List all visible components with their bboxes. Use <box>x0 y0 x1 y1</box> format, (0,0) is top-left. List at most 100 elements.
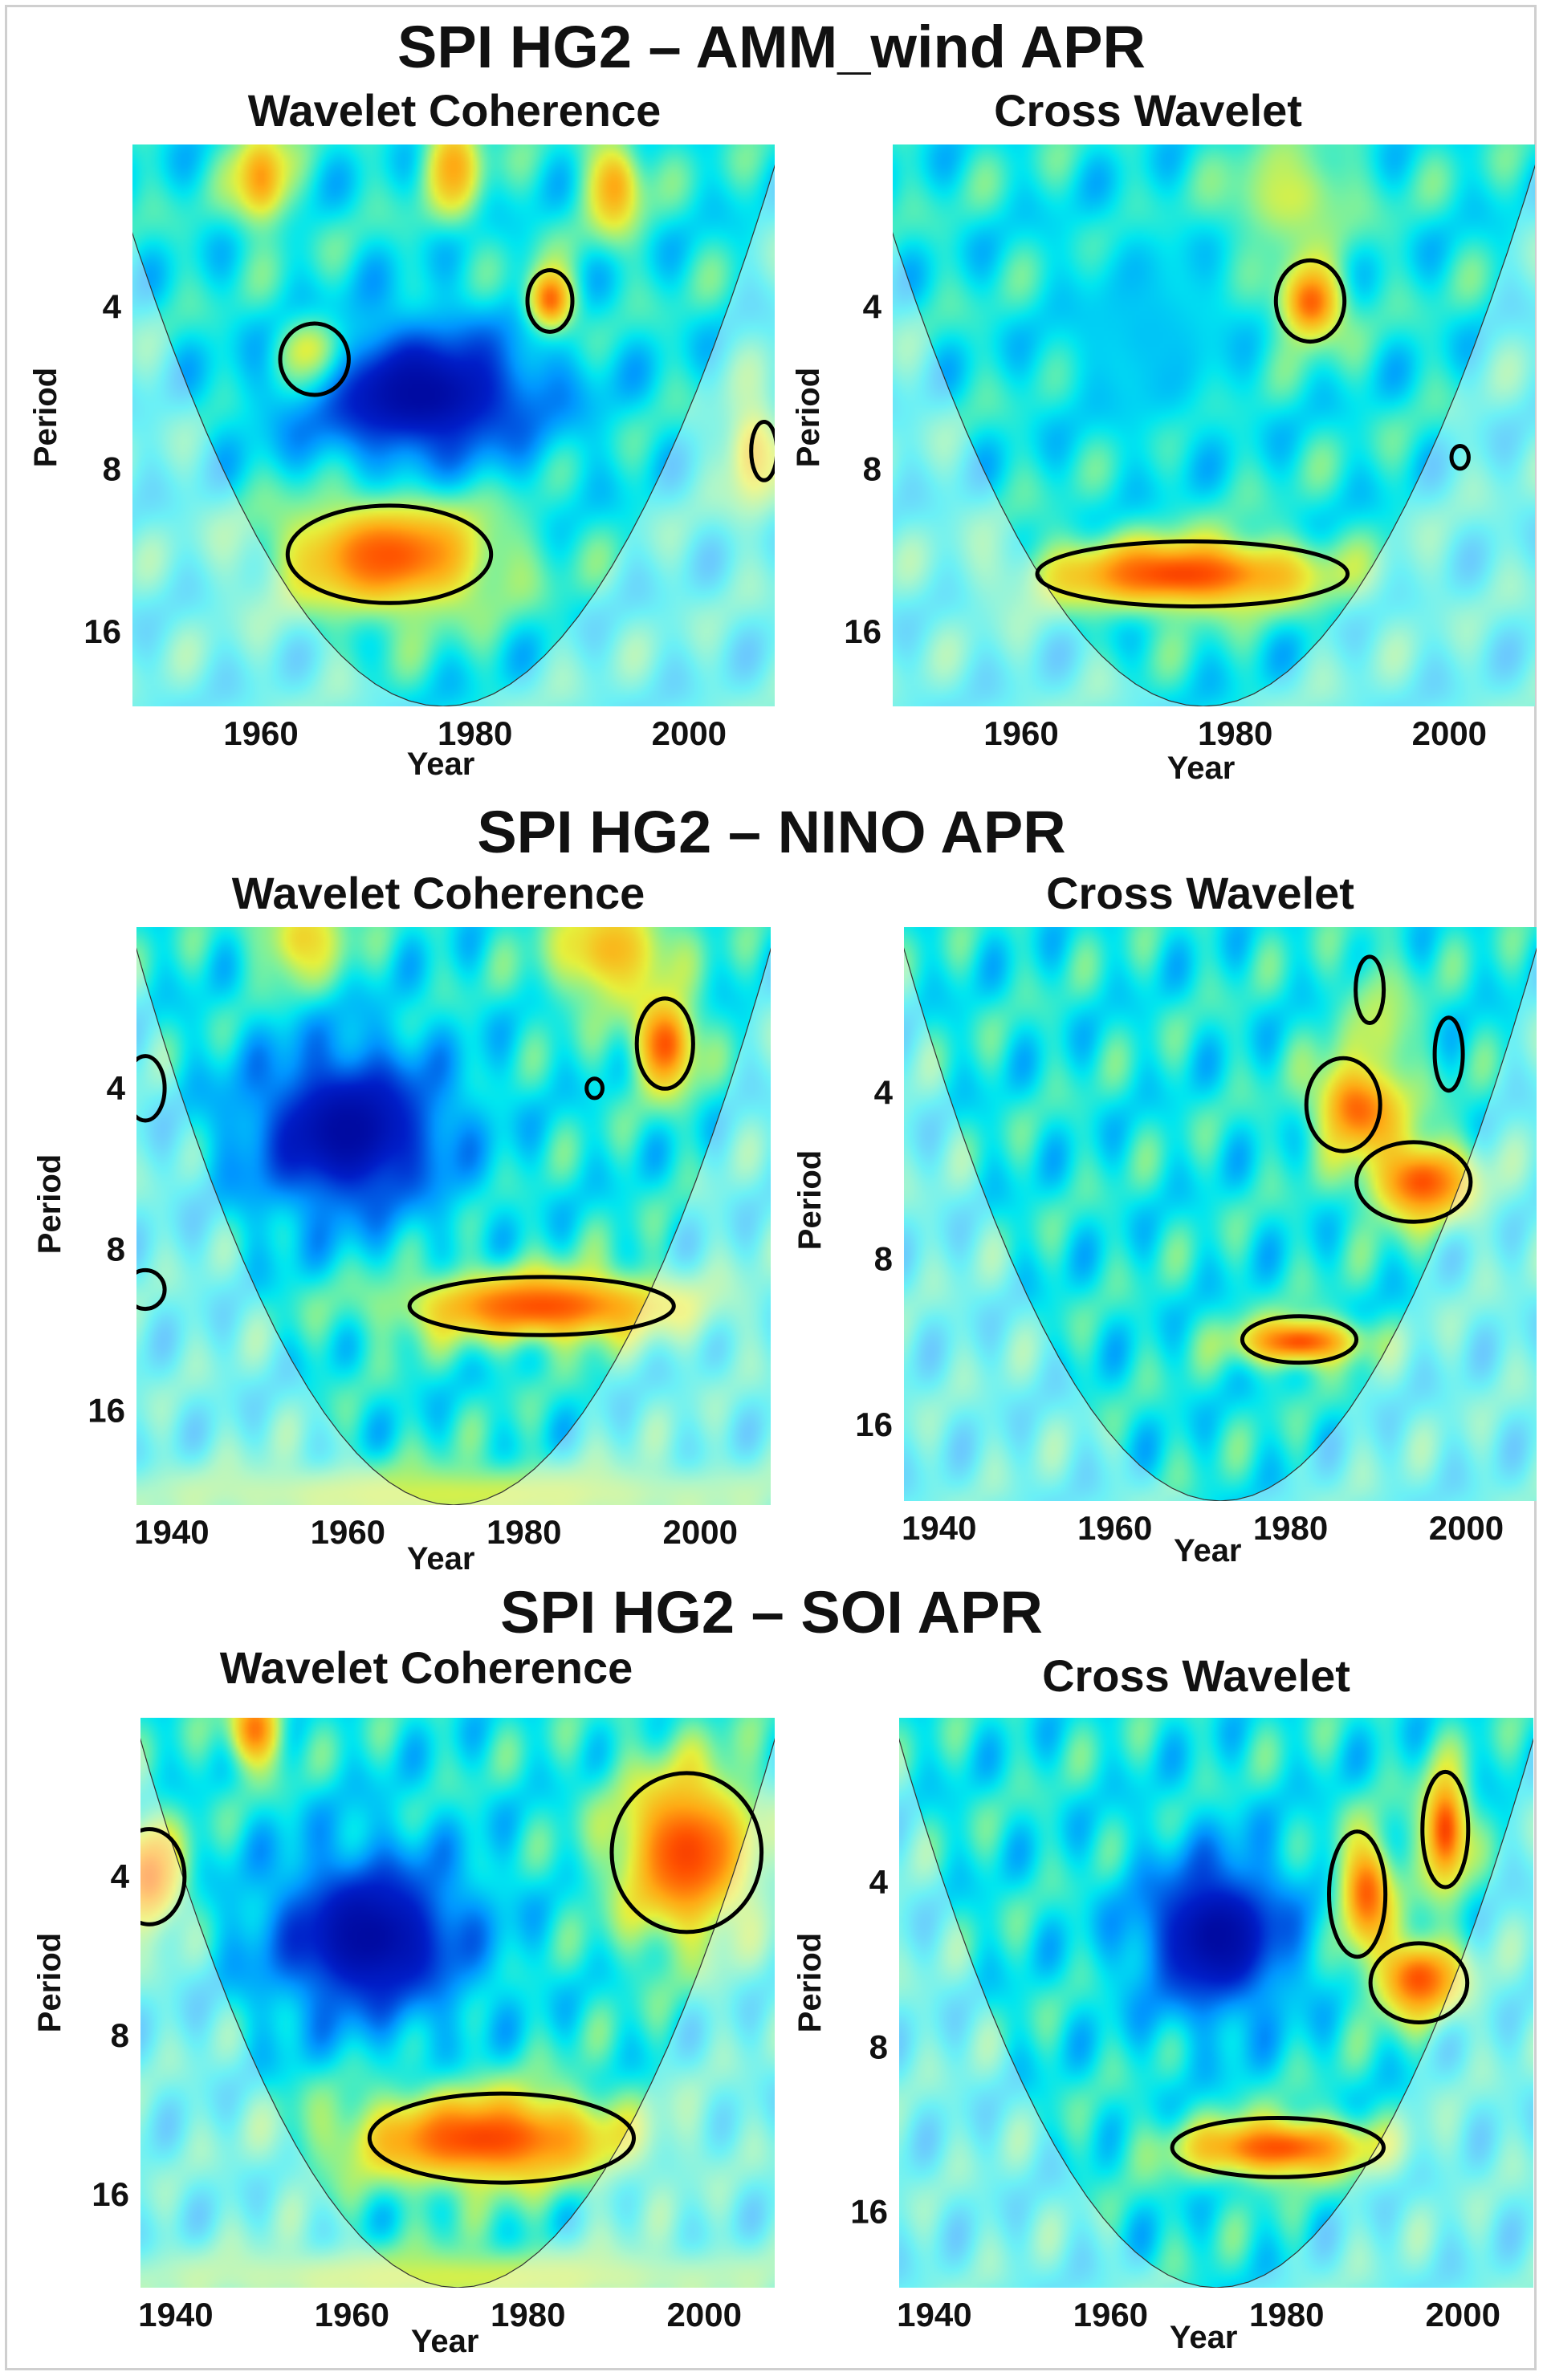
y-tick-label: 4 <box>874 1074 894 1112</box>
cone-of-influence-shade <box>893 165 1535 706</box>
y-axis-label: Period <box>792 1933 828 2032</box>
significance-contour <box>285 503 494 605</box>
y-axis-label: Period <box>792 1150 828 1250</box>
significance-contour <box>367 2091 637 2185</box>
y-tick-label: 8 <box>107 1231 125 1268</box>
cone-of-influence-line <box>136 947 771 1505</box>
y-tick-label: 16 <box>83 612 121 650</box>
y-tick-label: 4 <box>869 1863 889 1901</box>
chart-nino-wavelet-coherence: 4 8 16 1940 1960 1980 2000 Period Year <box>32 927 771 1576</box>
x-tick-label: 1960 <box>1077 1509 1152 1547</box>
heatmap-raster <box>904 927 1537 1501</box>
x-tick-label: 2000 <box>663 1513 738 1551</box>
cone-of-influence-shade <box>132 165 775 706</box>
significance-contour <box>1420 1769 1471 1890</box>
significance-contour <box>1449 444 1471 471</box>
x-tick-label: 1960 <box>315 2296 389 2333</box>
x-tick-label: 1980 <box>487 1513 561 1551</box>
y-axis-label: Period <box>32 1154 67 1254</box>
y-tick-label: 4 <box>111 1857 130 1895</box>
x-tick-label: 1980 <box>491 2296 565 2333</box>
x-tick-label: 1960 <box>1073 2296 1148 2333</box>
significance-contour <box>407 1275 676 1337</box>
x-axis-label: Year <box>411 2324 479 2359</box>
significance-contour <box>136 1267 167 1312</box>
y-tick-label: 8 <box>103 450 121 488</box>
heatmap-raster <box>899 1718 1533 2288</box>
cone-of-influence-line <box>893 164 1535 706</box>
section-title-nino: SPI HG2 – NINO APR <box>477 799 1066 865</box>
significance-contour <box>1273 258 1347 344</box>
x-tick-label: 1960 <box>311 1513 385 1551</box>
x-tick-label: 1940 <box>902 1509 976 1547</box>
significance-contour <box>1170 2116 1386 2179</box>
significance-contours <box>278 268 775 605</box>
y-tick-label: 16 <box>88 1392 125 1430</box>
significance-contour <box>1327 1829 1388 1959</box>
x-tick-label: 1980 <box>438 714 512 752</box>
x-tick-label: 1940 <box>138 2296 213 2333</box>
significance-contour <box>609 1771 764 1935</box>
y-tick-label: 4 <box>863 287 882 325</box>
y-tick-label: 16 <box>855 1406 893 1443</box>
significance-contours <box>140 1771 764 2185</box>
chart-amm-wavelet-coherence: 4 8 16 1960 1980 2000 Period Year <box>28 144 775 782</box>
section-title-amm: SPI HG2 – AMM_wind APR <box>397 14 1146 80</box>
chart-soi-wavelet-coherence: 4 8 16 1940 1960 1980 2000 Period Year <box>32 1718 775 2359</box>
significance-contour <box>1368 1941 1470 2025</box>
panel-title-amm-coherence: Wavelet Coherence <box>247 85 662 136</box>
significance-contours <box>1240 954 1473 1365</box>
significance-contour <box>136 1054 167 1123</box>
y-axis-label: Period <box>791 368 826 467</box>
x-tick-label: 1960 <box>983 714 1058 752</box>
panel-title-soi-crosswavelet: Cross Wavelet <box>1042 1650 1350 1701</box>
significance-contour <box>1432 1015 1465 1093</box>
significance-contours <box>1035 258 1471 608</box>
significance-contour <box>1304 1056 1382 1153</box>
x-tick-label: 2000 <box>1426 2296 1500 2333</box>
cone-of-influence-line <box>904 947 1537 1501</box>
x-axis-label: Year <box>1170 2320 1238 2355</box>
y-axis-label: Period <box>28 368 63 467</box>
x-axis-label: Year <box>1174 1533 1242 1568</box>
significance-contour <box>1354 954 1386 1025</box>
heatmap-raster <box>893 144 1535 706</box>
significance-contour <box>1240 1314 1359 1365</box>
significance-contours <box>136 996 695 1337</box>
heatmap-raster <box>140 1718 775 2288</box>
significance-contour <box>584 1076 605 1100</box>
x-tick-label: 2000 <box>667 2296 742 2333</box>
significance-contour <box>525 268 575 334</box>
chart-nino-cross-wavelet: 4 8 16 1940 1960 1980 2000 Period Year <box>792 927 1537 1568</box>
significance-contour <box>1035 539 1350 608</box>
significance-contour <box>634 996 695 1091</box>
chart-amm-cross-wavelet: 4 8 16 1960 1980 2000 Period Year <box>791 144 1535 786</box>
y-tick-label: 8 <box>863 450 881 488</box>
significance-contour <box>749 420 775 482</box>
panel-title-nino-coherence: Wavelet Coherence <box>231 868 645 918</box>
heatmap-raster <box>132 144 775 706</box>
y-tick-label: 16 <box>92 2175 129 2213</box>
y-axis-label: Period <box>32 1933 67 2032</box>
y-tick-label: 4 <box>107 1069 126 1107</box>
heatmap-raster <box>136 927 771 1505</box>
x-tick-label: 2000 <box>1429 1509 1504 1547</box>
x-tick-label: 1980 <box>1198 714 1272 752</box>
cone-of-influence-line <box>140 1738 775 2288</box>
chart-soi-cross-wavelet: 4 8 16 1940 1960 1980 2000 Period Year <box>792 1718 1533 2355</box>
significance-contours <box>1170 1769 1471 2179</box>
y-tick-label: 16 <box>850 2193 888 2231</box>
significance-contour <box>140 1827 187 1926</box>
significance-contour <box>1354 1140 1473 1224</box>
x-tick-label: 2000 <box>652 714 727 752</box>
significance-contour <box>278 321 351 397</box>
x-tick-label: 1980 <box>1253 1509 1328 1547</box>
x-axis-label: Year <box>407 1541 475 1576</box>
x-tick-label: 1980 <box>1249 2296 1324 2333</box>
x-axis-label: Year <box>1167 751 1236 786</box>
y-tick-label: 16 <box>844 612 881 650</box>
panel-title-soi-coherence: Wavelet Coherence <box>219 1642 633 1693</box>
x-tick-label: 1940 <box>897 2296 971 2333</box>
x-axis-label: Year <box>407 747 475 782</box>
cone-of-influence-line <box>132 164 775 706</box>
